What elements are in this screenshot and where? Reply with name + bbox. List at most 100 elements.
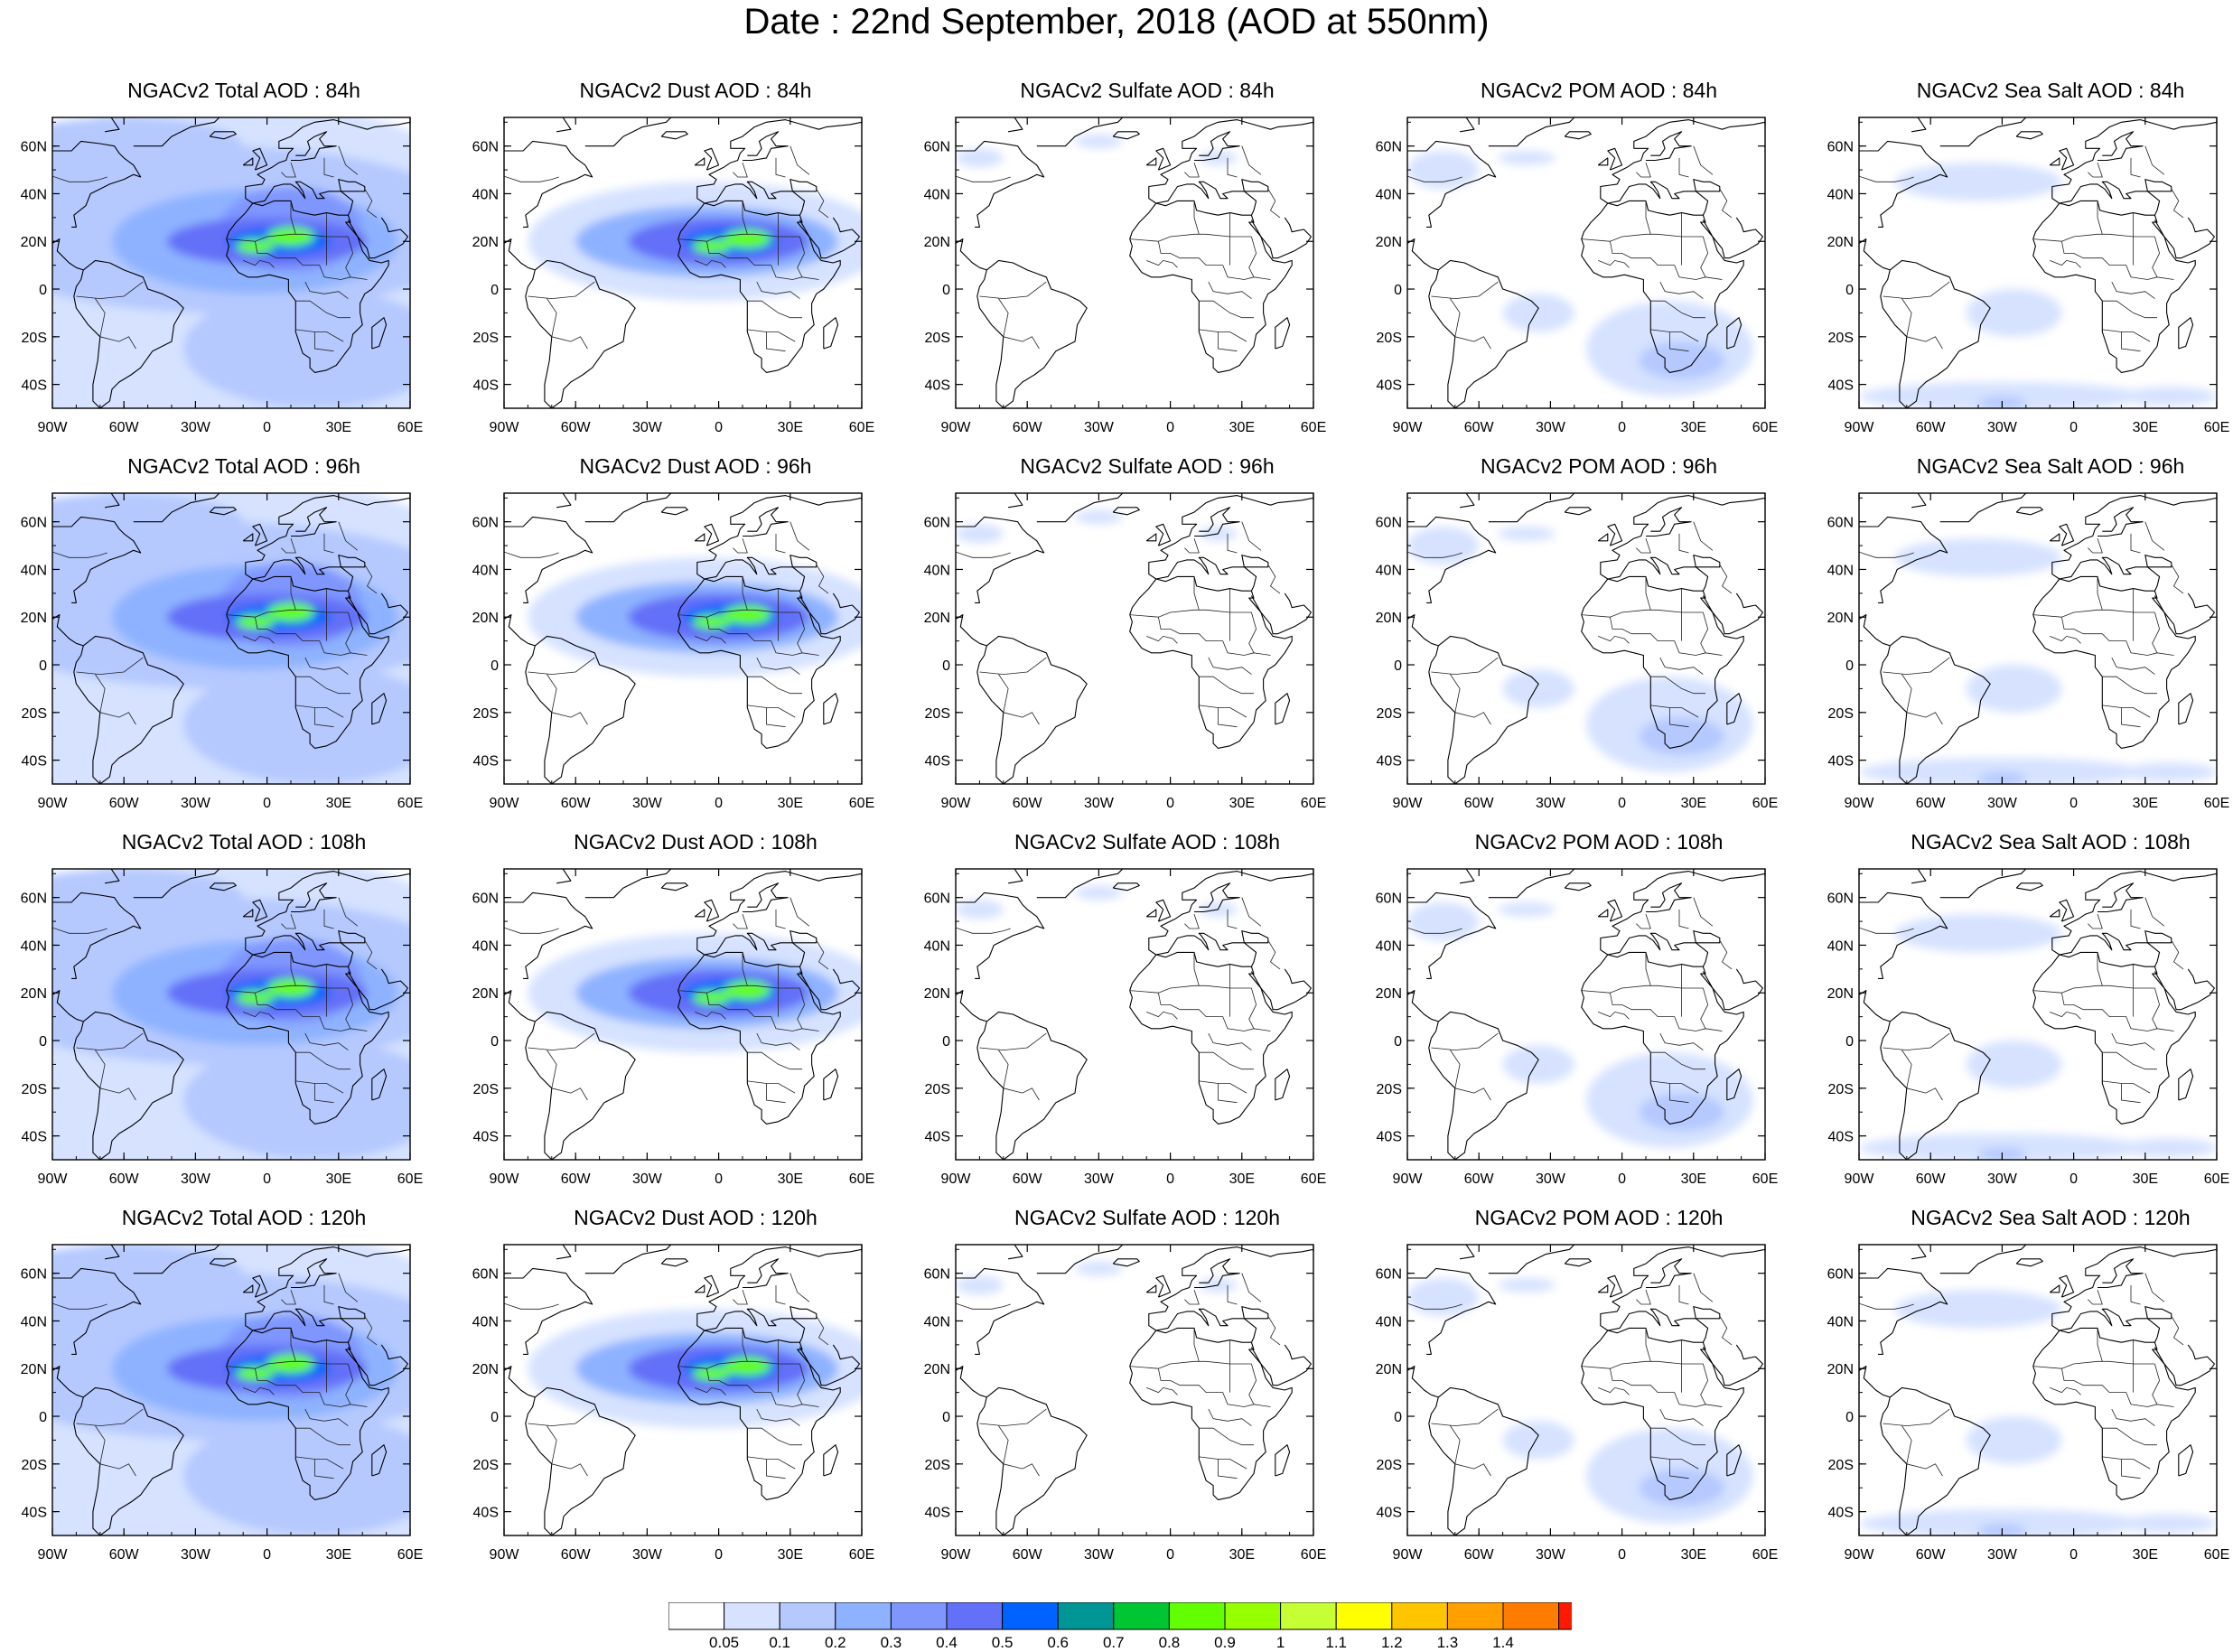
country-border — [816, 1315, 829, 1346]
country-border — [1598, 1011, 1630, 1020]
lon-label: 60W — [1916, 796, 1947, 811]
country-border — [2120, 1459, 2141, 1479]
coastline — [2098, 131, 2144, 162]
country-border — [1719, 1315, 1733, 1346]
lon-label: 30E — [2133, 420, 2158, 435]
coastline — [209, 1258, 237, 1267]
coastline — [1939, 1245, 2027, 1274]
coastline — [823, 1069, 839, 1101]
colorbar-box — [1446, 1602, 1504, 1630]
country-border — [1217, 707, 1238, 728]
lon-label: 0 — [1166, 796, 1174, 811]
coastline — [1488, 1245, 1575, 1274]
country-border — [364, 188, 378, 219]
coastline — [956, 1267, 1045, 1355]
country-border — [255, 241, 368, 280]
country-border — [1906, 712, 1943, 725]
country-border — [1248, 987, 1257, 1029]
lat-label: 20S — [925, 331, 950, 346]
country-border — [1668, 707, 1689, 728]
country-border — [1003, 1087, 1040, 1101]
coastlines — [52, 1245, 410, 1535]
country-border — [1248, 236, 1257, 277]
borders — [956, 145, 1281, 352]
coastline — [371, 693, 388, 725]
lon-label: 60E — [2204, 1547, 2229, 1563]
panel-title: NGACv2 Sulfate AOD : 120h — [1014, 1206, 1281, 1229]
lat-label: 60N — [472, 891, 499, 907]
coastline — [704, 930, 818, 967]
coastline — [584, 117, 672, 147]
country-border — [290, 952, 296, 986]
country-border — [295, 705, 344, 718]
coastline — [105, 117, 120, 133]
coastline — [371, 317, 388, 350]
lon-label: 60E — [1752, 796, 1778, 811]
lon-label: 30W — [632, 1547, 663, 1563]
aod-contour — [1894, 538, 2062, 577]
map-panel: NGACv2 POM AOD : 84h 60N 40N 20N 0 20S 40S 90W 6… — [1376, 79, 1870, 435]
coastline — [1112, 1258, 1140, 1267]
country-border — [979, 281, 1047, 300]
coastline — [504, 1366, 528, 1395]
lon-label: 60E — [2204, 420, 2229, 435]
country-border — [1407, 1302, 1462, 1310]
country-border — [1693, 1273, 1714, 1302]
lon-label: 30W — [181, 796, 211, 811]
lon-label: 60E — [849, 1171, 874, 1187]
aod-contour — [1894, 1290, 2062, 1329]
aod-contour — [1407, 150, 1480, 190]
borders — [1407, 897, 1733, 1104]
lat-label: 40N — [1376, 1314, 1402, 1330]
lon-label: 0 — [715, 796, 723, 811]
colorbar-label: 0.9 — [1214, 1634, 1236, 1649]
map-border — [955, 868, 1314, 1161]
country-border — [1693, 145, 1714, 175]
coastline — [1880, 635, 1991, 784]
coastline — [556, 117, 572, 133]
lon-label: 30W — [181, 420, 211, 435]
coastline — [209, 507, 237, 516]
coastline — [1407, 1267, 1497, 1355]
coastline — [371, 1069, 388, 1101]
aod-contour — [2121, 1138, 2217, 1158]
coastline — [525, 635, 636, 784]
lon-label: 0 — [263, 420, 271, 435]
lat-label: 60N — [21, 891, 47, 907]
coastline — [2059, 179, 2172, 216]
coastline — [1880, 259, 1991, 408]
colorbar-label: 1.4 — [1492, 1634, 1514, 1649]
country-border — [998, 674, 1009, 713]
aod-contour — [1639, 1093, 1725, 1132]
country-border — [1859, 927, 1914, 934]
coastline — [1646, 131, 1692, 162]
colorbar-box — [668, 1602, 725, 1630]
country-border — [1199, 1427, 1254, 1446]
country-border — [1906, 336, 1943, 350]
country-border — [816, 188, 829, 219]
coastline — [1600, 119, 1765, 204]
coastline — [1112, 507, 1140, 516]
aod-contour — [1407, 1277, 1480, 1317]
lat-label: 0 — [491, 658, 499, 674]
lon-label: 0 — [1166, 1171, 1174, 1187]
coastline — [1155, 1306, 1269, 1343]
coastline — [2015, 507, 2043, 516]
lon-label: 0 — [263, 796, 271, 811]
country-border — [2171, 564, 2184, 594]
coastline — [226, 575, 389, 749]
coastline — [347, 968, 408, 1011]
country-border — [956, 1302, 1011, 1310]
colorbar-box — [1280, 1602, 1337, 1630]
lon-label: 90W — [38, 1547, 69, 1563]
lon-label: 30E — [2133, 1547, 2158, 1563]
country-border — [1719, 188, 1733, 219]
aod-contour — [1502, 1045, 1574, 1084]
lat-label: 40N — [1827, 1314, 1854, 1330]
lat-label: 0 — [942, 1034, 950, 1050]
coastline — [226, 200, 389, 373]
country-border — [742, 201, 748, 235]
coastline — [347, 1344, 408, 1386]
map-frame: 60N 40N 20N 0 20S 40S 90W 60W 30W 0 30E 60E — [1376, 1244, 1778, 1563]
country-border — [76, 657, 144, 676]
